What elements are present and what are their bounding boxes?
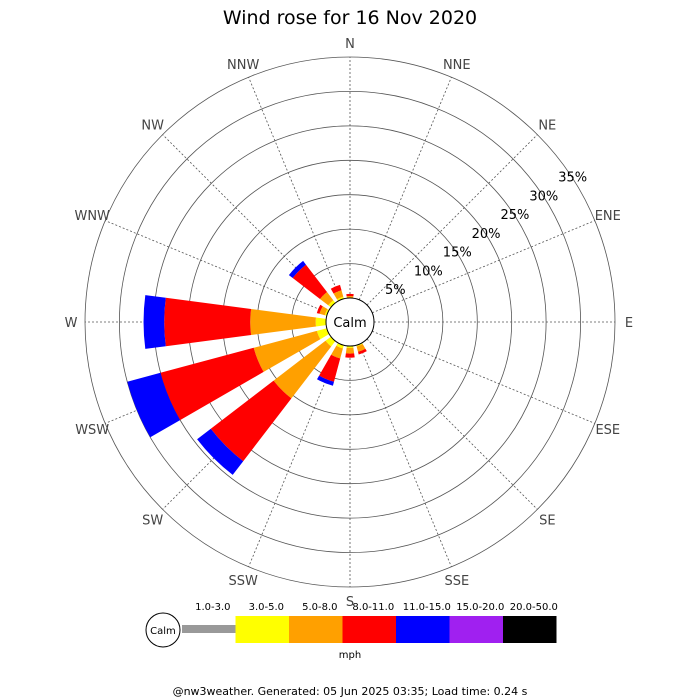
direction-label: NE	[538, 119, 556, 134]
legend-calm-label: Calm	[150, 626, 176, 637]
wind-bar-segment	[331, 345, 343, 359]
wind-bar-segment	[316, 304, 323, 314]
wind-bar-segment	[317, 375, 334, 386]
wind-bar-segment	[333, 290, 344, 300]
wind-bar-segment	[164, 297, 252, 347]
direction-label: N	[345, 37, 355, 52]
direction-label: ENE	[595, 209, 621, 224]
direction-label: NNE	[443, 58, 471, 73]
calm-center: Calm	[325, 297, 375, 347]
legend-bin-label: 8.0-11.0	[352, 602, 394, 613]
grid-spoke	[372, 330, 595, 424]
legend-swatch	[182, 625, 236, 633]
wind-bar-segment	[337, 296, 344, 302]
legend-swatch	[503, 616, 557, 643]
direction-label: SE	[539, 513, 555, 528]
legend-swatch	[449, 616, 503, 643]
radial-tick-label: 35%	[558, 171, 587, 186]
grid-ring	[118, 90, 582, 554]
legend-bin-label: 1.0-3.0	[195, 602, 230, 613]
direction-label: NNW	[227, 58, 259, 73]
wind-bar-segment	[197, 428, 244, 475]
wind-bar-segment	[250, 309, 316, 335]
direction-label: S	[346, 595, 354, 610]
direction-label: NW	[141, 119, 164, 134]
legend-bin-label: 5.0-8.0	[302, 602, 337, 613]
calm-label: Calm	[333, 316, 366, 331]
direction-label: SW	[142, 513, 163, 528]
calm-circle	[325, 297, 375, 347]
legend-bin-label: 15.0-20.0	[456, 602, 504, 613]
wind-bar-segment	[336, 342, 344, 349]
legend-swatch	[396, 616, 450, 643]
wind-bars	[127, 260, 367, 475]
grid-spoke	[372, 220, 595, 314]
wind-bar-segment	[358, 348, 367, 355]
legend-bin-label: 20.0-50.0	[510, 602, 558, 613]
speed-legend: Calm mph 1.0-3.0 3.0-5.0 5.0-8.0 8.0-11.0 11…	[145, 602, 558, 661]
footer-text: @nw3weather. Generated: 05 Jun 2025 03:3…	[173, 685, 528, 698]
grid-spoke	[358, 77, 452, 300]
radial-tick-label: 15%	[443, 246, 472, 261]
wind-bar-segment	[345, 353, 355, 358]
legend-bin-label: 11.0-15.0	[403, 602, 451, 613]
wind-bar-segment	[253, 330, 321, 372]
direction-label: ESE	[595, 423, 620, 438]
direction-label: WNW	[74, 209, 110, 224]
direction-label: E	[625, 316, 633, 331]
wind-bar-segment	[273, 340, 332, 399]
radial-tick-label: 5%	[385, 283, 406, 298]
grid-spoke	[366, 134, 538, 306]
wind-bar-segment	[345, 347, 355, 354]
wind-bar-segment	[160, 347, 264, 421]
direction-labels: N NNE NE ENE E ESE SE SSE S SSW SW WSW W WNW NW NNW	[65, 37, 634, 610]
wind-bar-segment	[324, 309, 330, 316]
direction-label: WSW	[75, 423, 109, 438]
direction-label: W	[65, 316, 78, 331]
wind-bar-segment	[143, 295, 166, 349]
legend-swatch	[289, 616, 343, 643]
wind-bar-segment	[210, 380, 292, 462]
wind-bar-segment	[330, 284, 342, 294]
wind-bar-segment	[320, 292, 334, 306]
radial-tick-label: 25%	[501, 208, 530, 223]
legend-bin-label: 3.0-5.0	[249, 602, 284, 613]
wind-bar-segment	[127, 372, 181, 438]
wind-bar-segment	[288, 260, 306, 278]
grid-spoke	[105, 220, 328, 314]
radial-tick-label: 30%	[529, 189, 558, 204]
chart-title: Wind rose for 16 Nov 2020	[223, 7, 477, 29]
wind-bar-segment	[319, 354, 341, 382]
radial-tick-label: 10%	[414, 264, 443, 279]
grid-spoke	[366, 338, 538, 510]
grid-spoke	[248, 77, 342, 300]
wind-bar-segment	[319, 306, 328, 316]
legend-calm-circle	[145, 612, 181, 648]
wind-bar-segment	[292, 264, 327, 299]
legend-unit-label: mph	[339, 650, 361, 661]
radial-tick-label: 20%	[472, 227, 501, 242]
wind-bar-segment	[328, 300, 336, 308]
wind-bar-segment	[316, 328, 330, 340]
wind-bar-segment	[315, 317, 327, 327]
legend-swatch	[235, 616, 289, 643]
wind-bar-segment	[346, 293, 354, 297]
grid-spoke	[358, 344, 452, 567]
radial-tick-labels: 5% 10%15%20%25% 30%35%	[385, 171, 587, 299]
legend-swatch	[342, 616, 396, 643]
direction-label: SSW	[229, 574, 259, 589]
direction-label: SSE	[444, 574, 469, 589]
wind-bar-segment	[356, 344, 366, 352]
